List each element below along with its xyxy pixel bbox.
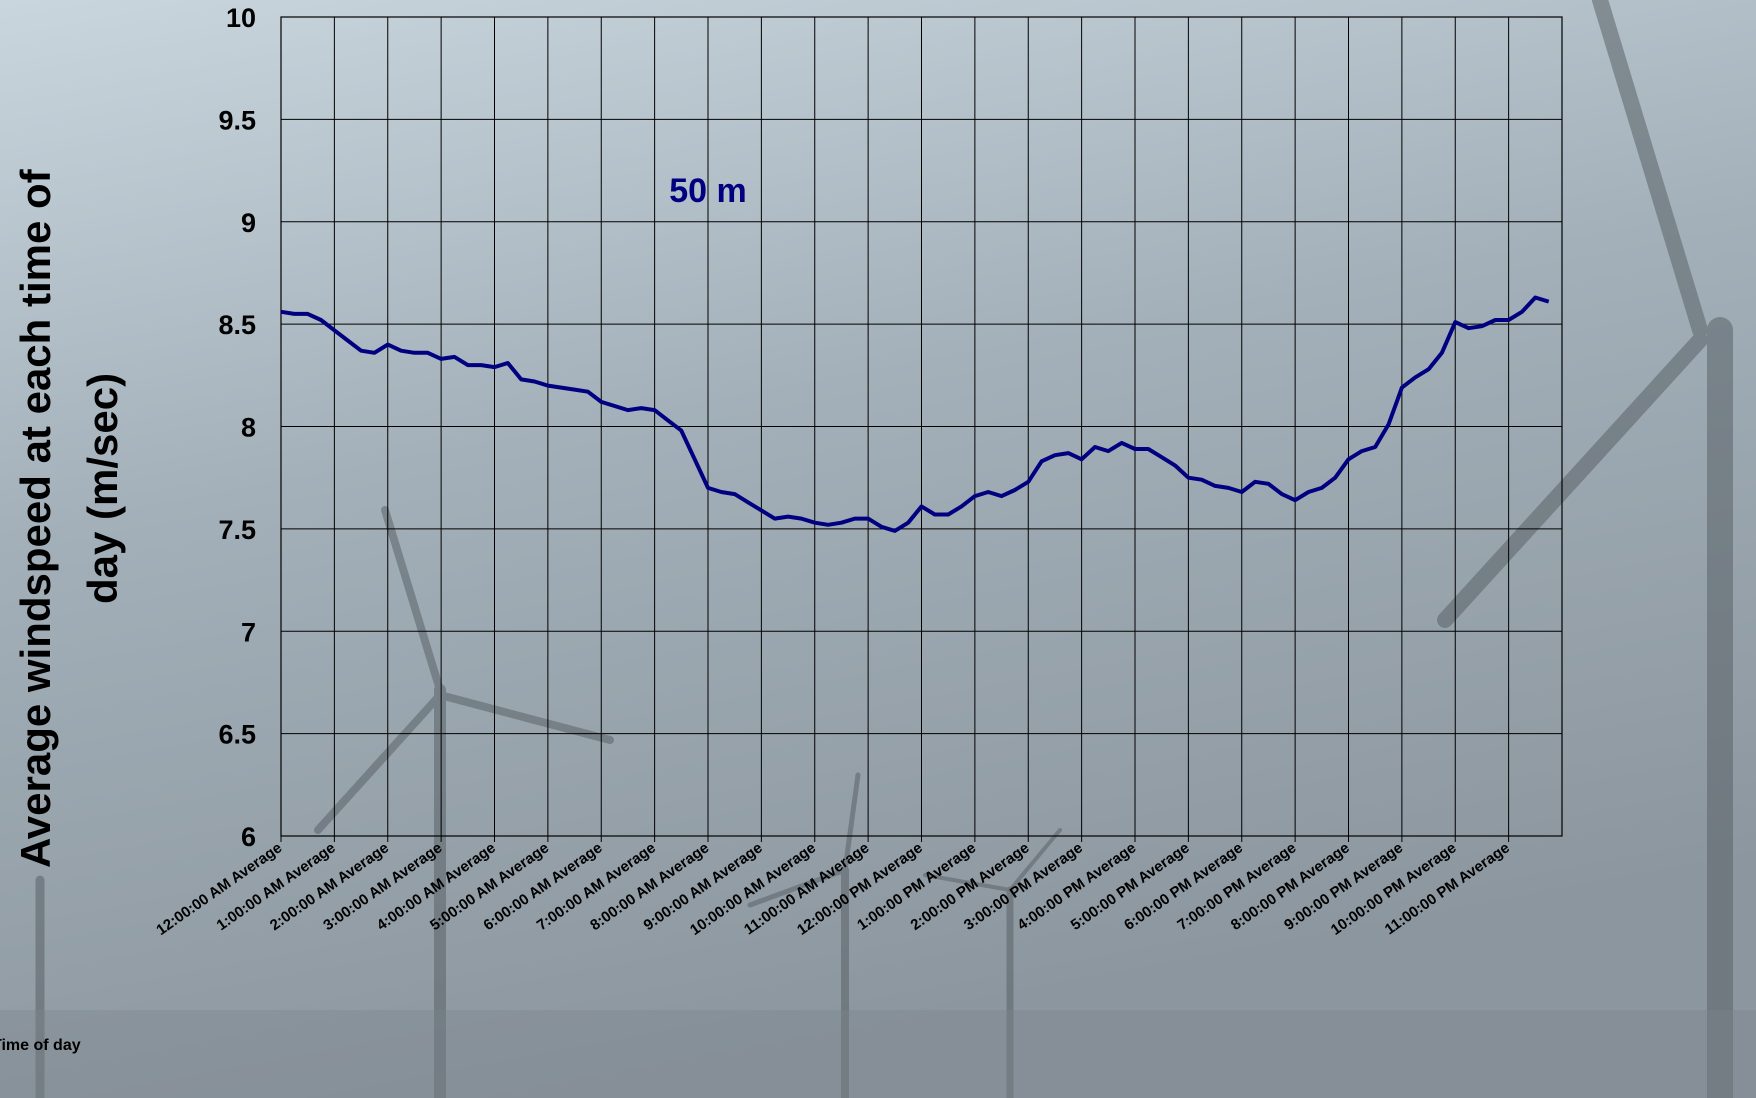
y-tick-label: 8.5 <box>218 310 256 340</box>
y-tick-label: 7.5 <box>218 515 256 545</box>
x-axis-label: Time of day <box>0 1037 81 1054</box>
y-tick-label: 9.5 <box>218 105 256 135</box>
y-axis-label: Average windspeed at each time of <box>12 168 59 868</box>
y-tick-label: 6 <box>241 822 256 852</box>
turbines-decor <box>35 0 1733 1098</box>
y-tick-label: 7 <box>241 617 256 647</box>
y-tick-label: 9 <box>241 208 256 238</box>
y-tick-label: 8 <box>241 413 256 443</box>
ground-decor <box>0 1010 1756 1098</box>
y-tick-label: 6.5 <box>218 720 256 750</box>
y-tick-label: 10 <box>226 3 256 33</box>
y-axis-label: day (m/sec) <box>79 373 126 604</box>
data-line <box>280 295 1550 533</box>
